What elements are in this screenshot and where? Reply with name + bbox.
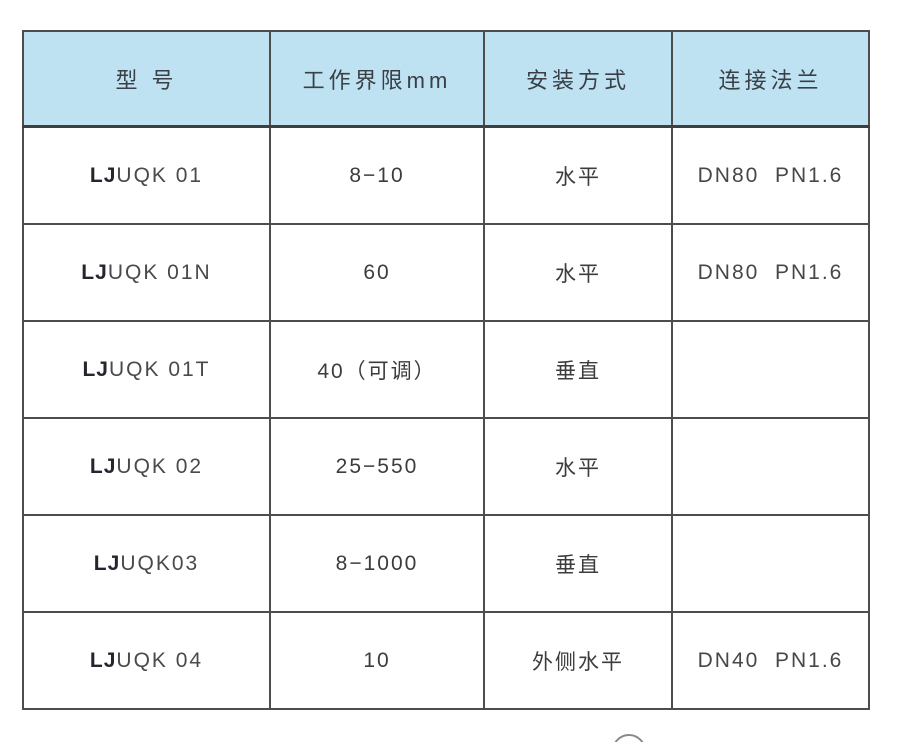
flange-cell: DN80 PN1.6 bbox=[671, 125, 870, 225]
model-rest-text: UQK 01N bbox=[107, 260, 212, 284]
model-rest-text: UQK 04 bbox=[116, 648, 204, 672]
work-range-cell: 8−10 bbox=[269, 125, 485, 225]
flange-cell: DN80 PN1.6 bbox=[671, 223, 870, 322]
work-range-cell: 40（可调） bbox=[269, 320, 485, 419]
model-cell: LJUQK03 bbox=[22, 514, 271, 613]
mounting-cell: 水平 bbox=[483, 125, 673, 225]
work-range-cell: 60 bbox=[269, 223, 485, 322]
column-header-model: 型 号 bbox=[22, 30, 271, 128]
model-cell: LJUQK 01T bbox=[22, 320, 271, 419]
model-cell: LJUQK 02 bbox=[22, 417, 271, 516]
table-row: LJUQK 01N 60 水平 DN80 PN1.6 bbox=[22, 223, 870, 322]
model-rest-text: UQK 02 bbox=[116, 454, 204, 478]
table-row: LJUQK03 8−1000 垂直 bbox=[22, 514, 870, 613]
product-spec-table: 型 号 工作界限mm 安装方式 连接法兰 LJUQK 01 8−10 水平 DN… bbox=[22, 30, 870, 710]
table-row: LJUQK 01T 40（可调） 垂直 bbox=[22, 320, 870, 419]
mounting-cell: 垂直 bbox=[483, 320, 673, 419]
model-cell: LJUQK 01N bbox=[22, 223, 271, 322]
model-prefix-text: LJ bbox=[89, 648, 117, 672]
model-prefix-text: LJ bbox=[93, 551, 121, 575]
model-prefix-text: LJ bbox=[89, 454, 117, 478]
column-header-flange: 连接法兰 bbox=[671, 30, 870, 128]
model-rest-text: UQK03 bbox=[120, 551, 200, 575]
work-range-cell: 10 bbox=[269, 611, 485, 710]
model-prefix-text: LJ bbox=[82, 357, 109, 381]
work-range-cell: 25−550 bbox=[269, 417, 485, 516]
mounting-cell: 水平 bbox=[483, 223, 673, 322]
model-cell: LJUQK 01 bbox=[22, 125, 271, 225]
bottom-arc-decoration bbox=[612, 734, 646, 742]
model-cell: LJUQK 04 bbox=[22, 611, 271, 710]
table-row: LJUQK 01 8−10 水平 DN80 PN1.6 bbox=[22, 125, 870, 225]
model-rest-text: UQK 01 bbox=[116, 163, 204, 187]
flange-cell bbox=[671, 417, 870, 516]
flange-cell bbox=[671, 320, 870, 419]
mounting-cell: 水平 bbox=[483, 417, 673, 516]
table-row: LJUQK 04 10 外侧水平 DN40 PN1.6 bbox=[22, 611, 870, 710]
column-header-mounting: 安装方式 bbox=[483, 30, 673, 128]
column-header-range: 工作界限mm bbox=[269, 30, 485, 128]
model-prefix-text: LJ bbox=[81, 260, 108, 284]
work-range-cell: 8−1000 bbox=[269, 514, 485, 613]
mounting-cell: 垂直 bbox=[483, 514, 673, 613]
mounting-cell: 外侧水平 bbox=[483, 611, 673, 710]
table-header-row: 型 号 工作界限mm 安装方式 连接法兰 bbox=[22, 30, 870, 128]
model-rest-text: UQK 01T bbox=[108, 357, 211, 381]
model-prefix-text: LJ bbox=[89, 163, 117, 187]
table-row: LJUQK 02 25−550 水平 bbox=[22, 417, 870, 516]
flange-cell: DN40 PN1.6 bbox=[671, 611, 870, 710]
flange-cell bbox=[671, 514, 870, 613]
